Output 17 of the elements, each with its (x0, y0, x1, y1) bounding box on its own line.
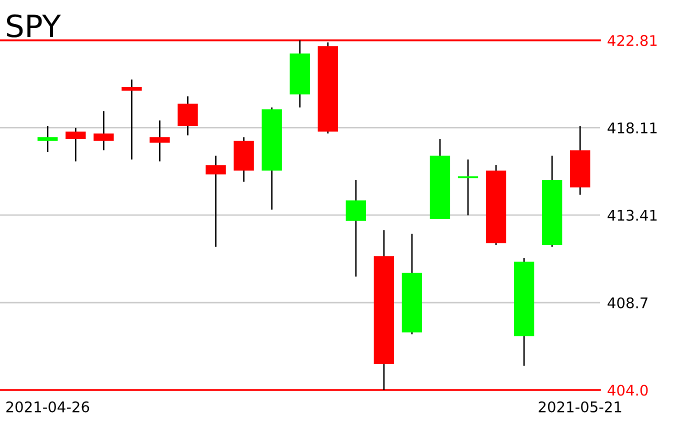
candlestick (206, 155, 226, 248)
y-tick-label: 413.41 (608, 210, 657, 221)
x-tick-label: 2021-04-26 (6, 401, 90, 412)
candlestick (178, 96, 198, 136)
candlestick (458, 158, 478, 216)
candlestick (122, 78, 142, 160)
x-tick-label: 2021-05-21 (538, 401, 622, 412)
candlestick (66, 127, 86, 162)
y-tick-label: 418.11 (608, 122, 657, 134)
candlestick (38, 125, 58, 153)
candlestick (94, 110, 114, 151)
chart-title: SPY (7, 14, 61, 38)
y-tick-label: 422.81 (608, 35, 657, 46)
candlestick (150, 120, 170, 162)
y-tick-label: 404.0 (608, 384, 648, 396)
y-tick-label: 408.7 (608, 297, 648, 308)
candlestick (346, 179, 366, 278)
